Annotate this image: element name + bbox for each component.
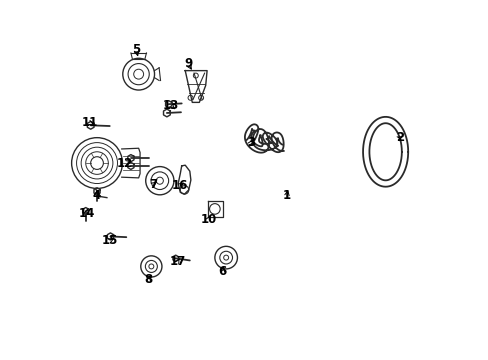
Text: 2: 2 xyxy=(395,131,403,144)
Text: 9: 9 xyxy=(183,57,192,70)
Text: 13: 13 xyxy=(162,99,178,112)
Text: 1: 1 xyxy=(282,189,290,202)
Text: 6: 6 xyxy=(218,265,226,278)
Text: 8: 8 xyxy=(144,273,152,286)
Text: 16: 16 xyxy=(172,179,188,192)
Text: 4: 4 xyxy=(92,189,100,202)
Text: 5: 5 xyxy=(132,43,140,56)
Text: 15: 15 xyxy=(102,234,118,247)
Text: 14: 14 xyxy=(78,207,95,220)
Text: 11: 11 xyxy=(81,116,98,129)
Text: 7: 7 xyxy=(149,178,157,191)
Text: 12: 12 xyxy=(117,157,133,170)
Text: 3: 3 xyxy=(246,136,254,149)
Text: 10: 10 xyxy=(200,213,216,226)
Text: 17: 17 xyxy=(169,255,185,268)
